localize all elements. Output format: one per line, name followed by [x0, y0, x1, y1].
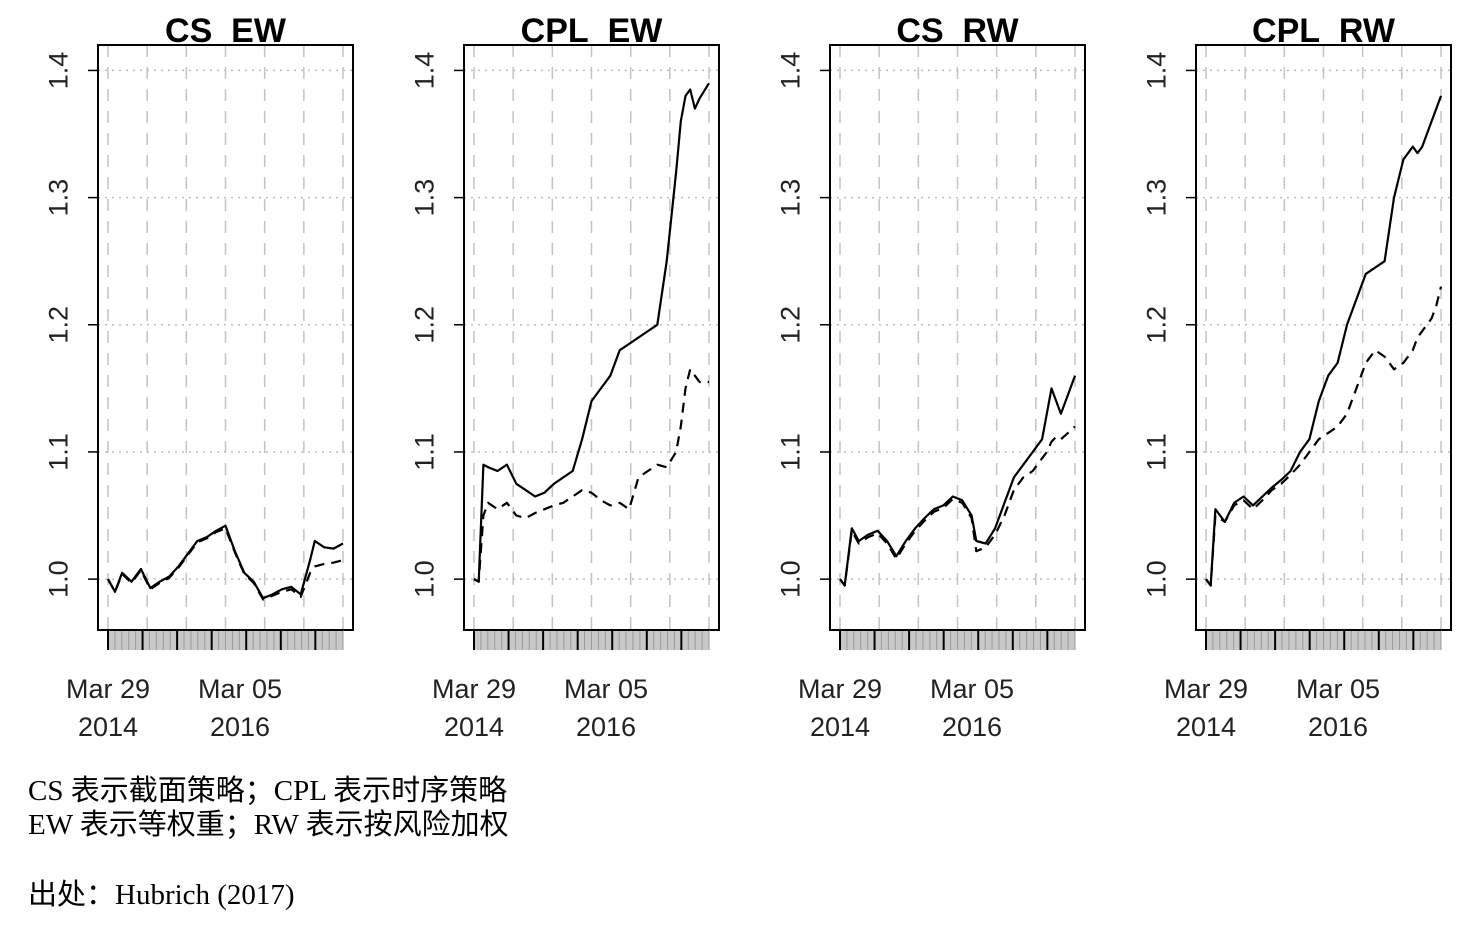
- figure: 1.0 1.1 1.2 1.3 1.4 Mar 29 2014 Mar 05 2016 CS_EW…: [43, 12, 1452, 742]
- panel-title: CS_RW: [896, 12, 1019, 50]
- xtick-label-1-year: 2016: [210, 712, 270, 742]
- xtick-label-0-year: 2014: [444, 712, 504, 742]
- ytick-label-4: 1.4: [1141, 52, 1171, 90]
- panel-title: CPL_RW: [1252, 12, 1396, 50]
- series-dashed-line: [473, 368, 709, 583]
- ytick-label-1: 1.1: [1141, 433, 1171, 471]
- ytick-label-2: 1.2: [43, 306, 73, 344]
- panel-title: CS_EW: [165, 12, 287, 50]
- chart-panels: 1.0 1.1 1.2 1.3 1.4 Mar 29 2014 Mar 05 2016 CS_EW…: [43, 12, 1452, 742]
- series-solid-line: [839, 375, 1077, 587]
- series-dashed-line: [107, 527, 344, 601]
- caption-source: 出处：Hubrich (2017): [28, 879, 295, 911]
- caption-line-2: EW 表示等权重；RW 表示按风险加权: [28, 809, 509, 841]
- xtick-label-0-month: Mar 29: [1164, 674, 1248, 704]
- panel-title: CPL_EW: [521, 12, 664, 50]
- panel-1: 1.0 1.1 1.2 1.3 1.4 Mar 29 2014 Mar 05 2016 CPL_E…: [409, 12, 720, 742]
- ytick-label-3: 1.3: [409, 179, 439, 217]
- ytick-label-0: 1.0: [43, 560, 73, 598]
- ytick-label-0: 1.0: [775, 560, 805, 598]
- ytick-label-3: 1.3: [43, 179, 73, 217]
- xtick-label-1-month: Mar 05: [198, 674, 282, 704]
- ytick-label-1: 1.1: [775, 433, 805, 471]
- ytick-label-4: 1.4: [43, 52, 73, 90]
- series-dashed-line: [1205, 286, 1443, 587]
- caption-line-1: CS 表示截面策略；CPL 表示时序策略: [28, 775, 508, 807]
- ytick-label-4: 1.4: [409, 52, 439, 90]
- xtick-label-1-month: Mar 05: [930, 674, 1014, 704]
- series-solid-line: [473, 82, 710, 583]
- ytick-label-2: 1.2: [1141, 306, 1171, 344]
- ytick-label-2: 1.2: [775, 306, 805, 344]
- ytick-label-0: 1.0: [409, 560, 439, 598]
- ytick-label-1: 1.1: [409, 433, 439, 471]
- xtick-label-1-month: Mar 05: [564, 674, 648, 704]
- xtick-label-1-month: Mar 05: [1296, 674, 1380, 704]
- panel-0: 1.0 1.1 1.2 1.3 1.4 Mar 29 2014 Mar 05 2016 CS_EW: [43, 12, 354, 742]
- panel-3: 1.0 1.1 1.2 1.3 1.4 Mar 29 2014 Mar 05 2016 CPL_R…: [1141, 12, 1452, 742]
- ytick-label-4: 1.4: [775, 52, 805, 90]
- xtick-label-1-year: 2016: [942, 712, 1002, 742]
- xtick-label-0-month: Mar 29: [432, 674, 516, 704]
- xtick-label-0-year: 2014: [1176, 712, 1236, 742]
- xtick-label-1-year: 2016: [1308, 712, 1368, 742]
- xtick-label-0-month: Mar 29: [66, 674, 150, 704]
- ytick-label-0: 1.0: [1141, 560, 1171, 598]
- xtick-label-1-year: 2016: [576, 712, 636, 742]
- caption: CS 表示截面策略；CPL 表示时序策略 EW 表示等权重；RW 表示按风险加权…: [28, 774, 928, 912]
- xtick-label-0-year: 2014: [78, 712, 138, 742]
- ytick-label-1: 1.1: [43, 433, 73, 471]
- xtick-label-0-month: Mar 29: [798, 674, 882, 704]
- panel-2: 1.0 1.1 1.2 1.3 1.4 Mar 29 2014 Mar 05 2016 CS_RW: [775, 12, 1086, 742]
- series-solid-line: [1205, 95, 1443, 587]
- xtick-label-0-year: 2014: [810, 712, 870, 742]
- ytick-label-3: 1.3: [1141, 179, 1171, 217]
- ytick-label-2: 1.2: [409, 306, 439, 344]
- ytick-label-3: 1.3: [775, 179, 805, 217]
